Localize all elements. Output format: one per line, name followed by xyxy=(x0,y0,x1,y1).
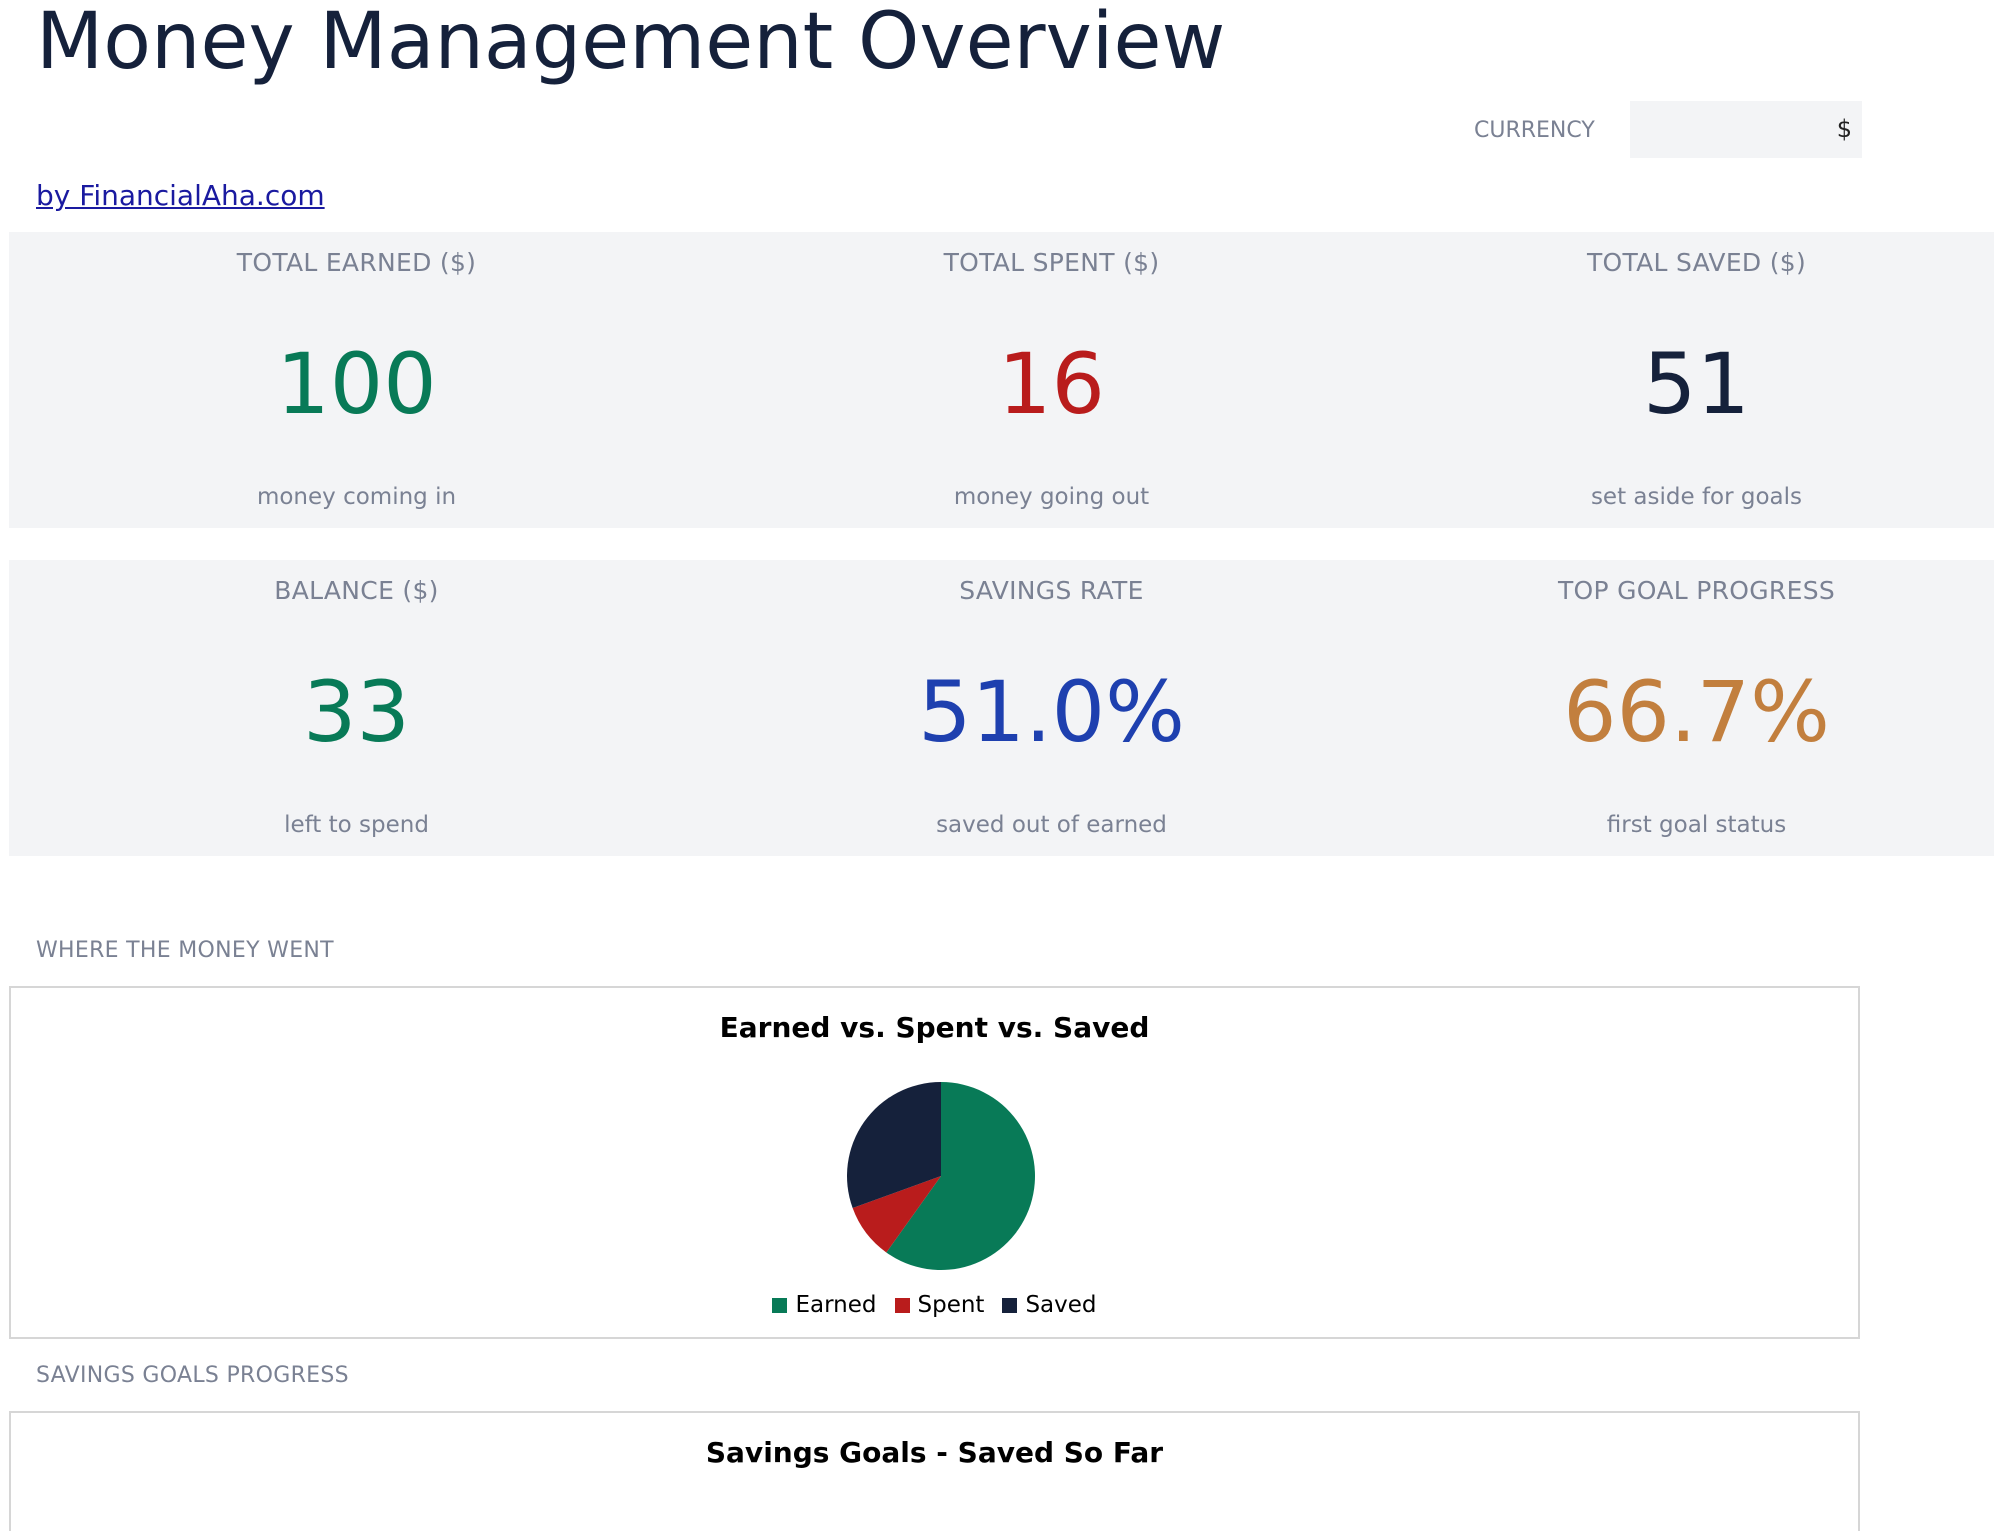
kpi-subtitle: money coming in xyxy=(256,484,457,510)
chart-legend: Earned Spent Saved xyxy=(11,1290,1858,1320)
kpi-balance: BALANCE ($) 33 left to spend xyxy=(9,560,704,856)
chart-title: Earned vs. Spent vs. Saved xyxy=(719,1011,1150,1044)
pie-chart-panel: Earned vs. Spent vs. Saved Earned Spent Sa… xyxy=(9,986,1860,1339)
kpi-value: 16 xyxy=(998,335,1105,433)
kpi-top-goal-progress: TOP GOAL PROGRESS 66.7% first goal statu… xyxy=(1399,560,1994,856)
section-title-goals-progress: SAVINGS GOALS PROGRESS xyxy=(36,1363,349,1388)
pie-chart xyxy=(847,1082,1035,1270)
legend-item-spent: Spent xyxy=(894,1290,985,1320)
page-title: Money Management Overview xyxy=(36,0,1226,87)
kpi-label: TOTAL SPENT ($) xyxy=(943,248,1160,277)
section-title-money-went: WHERE THE MONEY WENT xyxy=(36,938,334,963)
legend-label: Saved xyxy=(1025,1292,1097,1318)
kpi-subtitle: set aside for goals xyxy=(1590,484,1803,510)
kpi-total-earned: TOTAL EARNED ($) 100 money coming in xyxy=(9,232,704,528)
legend-label: Earned xyxy=(795,1292,877,1318)
currency-label: CURRENCY xyxy=(1474,118,1595,143)
kpi-savings-rate: SAVINGS RATE 51.0% saved out of earned xyxy=(704,560,1399,856)
kpi-row-totals: TOTAL EARNED ($) 100 money coming in TOT… xyxy=(9,232,1994,528)
byline-link[interactable]: by FinancialAha.com xyxy=(36,179,325,212)
kpi-subtitle: saved out of earned xyxy=(936,812,1167,838)
legend-swatch xyxy=(772,1297,788,1313)
legend-item-earned: Earned xyxy=(772,1290,877,1320)
kpi-value: 33 xyxy=(303,663,410,761)
legend-swatch xyxy=(894,1297,910,1313)
kpi-value: 66.7% xyxy=(1563,663,1830,761)
kpi-value: 51.0% xyxy=(918,663,1185,761)
kpi-label: TOP GOAL PROGRESS xyxy=(1557,576,1836,605)
kpi-subtitle: left to spend xyxy=(284,812,429,838)
kpi-row-status: BALANCE ($) 33 left to spend SAVINGS RAT… xyxy=(9,560,1994,856)
goals-chart-panel: Savings Goals - Saved So Far xyxy=(9,1411,1860,1531)
kpi-subtitle: first goal status xyxy=(1606,812,1787,838)
kpi-value: 100 xyxy=(276,335,437,433)
pie-slice-earned xyxy=(886,1082,1035,1270)
kpi-subtitle: money going out xyxy=(953,484,1150,510)
kpi-label: TOTAL EARNED ($) xyxy=(236,248,477,277)
kpi-total-saved: TOTAL SAVED ($) 51 set aside for goals xyxy=(1399,232,1994,528)
kpi-label: TOTAL SAVED ($) xyxy=(1586,248,1807,277)
kpi-label: SAVINGS RATE xyxy=(959,576,1144,605)
kpi-value: 51 xyxy=(1643,335,1750,433)
pie-slice-spent xyxy=(852,1176,941,1253)
legend-swatch xyxy=(1002,1297,1018,1313)
kpi-label: BALANCE ($) xyxy=(274,576,439,605)
currency-input[interactable]: $ xyxy=(1630,101,1862,158)
legend-item-saved: Saved xyxy=(1002,1290,1097,1320)
legend-label: Spent xyxy=(917,1292,985,1318)
kpi-total-spent: TOTAL SPENT ($) 16 money going out xyxy=(704,232,1399,528)
pie-slice-saved xyxy=(847,1082,941,1209)
chart-title: Savings Goals - Saved So Far xyxy=(705,1436,1164,1469)
